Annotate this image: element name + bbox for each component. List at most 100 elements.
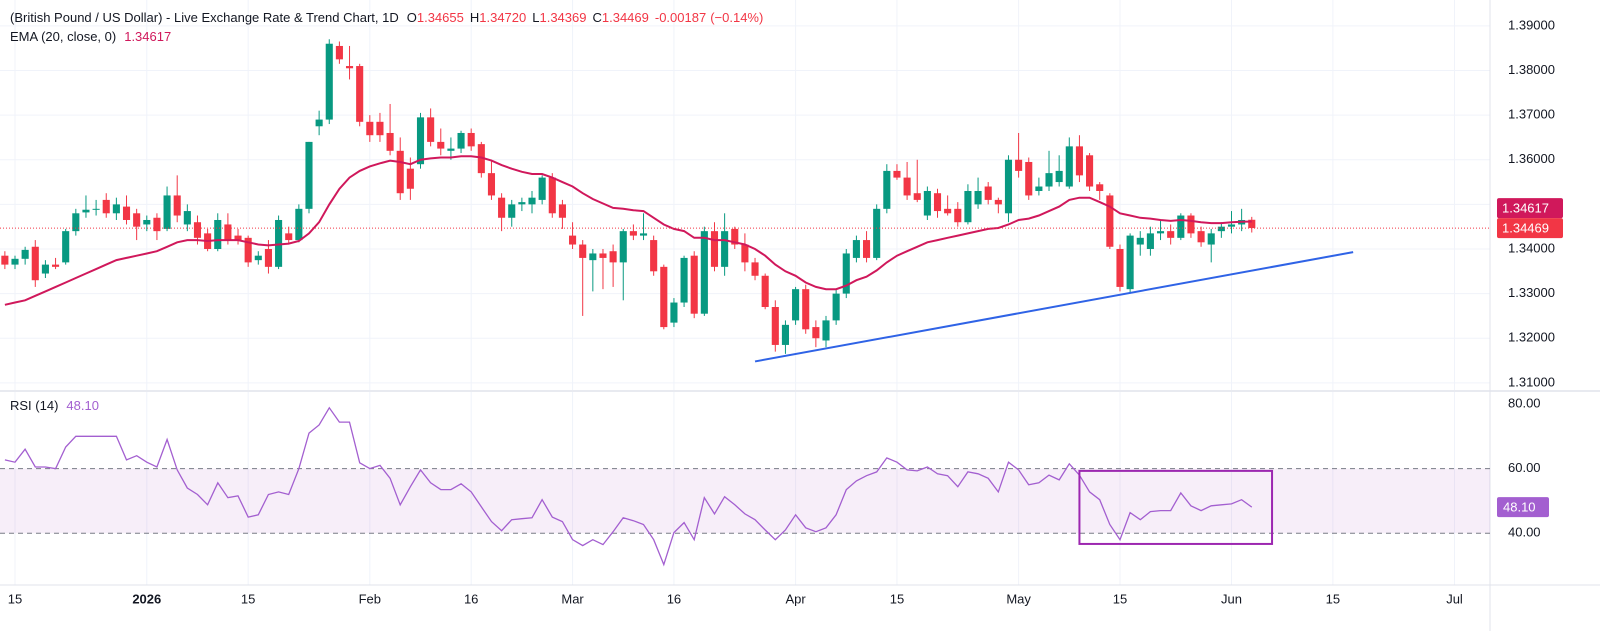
x-tick-label: May	[1006, 591, 1031, 606]
candle-body	[1207, 233, 1215, 245]
candle-body	[629, 231, 637, 236]
candle-body	[639, 233, 648, 236]
x-tick-label: 16	[667, 591, 681, 606]
candle-body	[315, 119, 323, 127]
candle-body	[741, 244, 749, 263]
candle-body	[31, 246, 39, 281]
candle-body	[264, 248, 272, 267]
candle-body	[812, 327, 820, 339]
ema-value: 1.34617	[124, 29, 171, 44]
candle-body	[386, 132, 394, 151]
candle-body	[295, 208, 303, 241]
rsi-line	[4, 406, 1253, 567]
candle-body	[508, 204, 516, 218]
candle-body	[944, 208, 952, 214]
candle-body	[406, 168, 414, 189]
candle-body	[619, 231, 627, 263]
y-tick-label: 1.32000	[1508, 330, 1555, 345]
candle-body	[731, 228, 739, 245]
candle-body	[437, 141, 445, 149]
candle-body	[427, 117, 435, 142]
rsi-tick-label: 40.00	[1508, 525, 1541, 540]
candle-body	[913, 193, 921, 200]
candle-body	[933, 193, 942, 212]
candle-body	[923, 190, 931, 216]
candle-body	[1106, 195, 1114, 247]
rsi-badge	[1497, 497, 1549, 518]
ohlc-legend: (British Pound / US Dollar) - Live Excha…	[10, 10, 763, 25]
rsi-tick-label: 80.00	[1508, 395, 1541, 410]
ema-badge	[1497, 198, 1563, 219]
candle-body	[11, 258, 19, 265]
rsi-band	[0, 468, 1490, 534]
candle-body	[275, 219, 283, 267]
candle-body	[1248, 219, 1256, 229]
candle-body	[214, 219, 222, 249]
candle-body	[366, 121, 374, 136]
ohlc-label: L	[532, 10, 539, 25]
ohlc-value: 1.34469	[602, 10, 649, 25]
candle-body	[376, 121, 384, 136]
rsi-tick-label: 60.00	[1508, 460, 1541, 475]
rsi-legend: RSI (14) 48.10	[10, 398, 99, 413]
candle-body	[589, 253, 597, 261]
trendline	[754, 251, 1354, 363]
candle-body	[528, 197, 536, 205]
y-tick-label: 1.38000	[1508, 62, 1555, 77]
candle-body	[467, 132, 475, 147]
ohlc-label: O	[407, 10, 417, 25]
candle-body	[538, 177, 546, 200]
x-tick-label: 15	[890, 591, 904, 606]
rsi-value: 48.10	[66, 398, 99, 413]
candle-body	[1156, 231, 1165, 234]
candle-body	[1025, 161, 1033, 196]
x-tick-label: Jul	[1446, 591, 1463, 606]
candle-body	[1055, 170, 1063, 183]
candle-body	[599, 253, 607, 258]
price-badge	[1497, 218, 1563, 239]
candle-body	[974, 190, 982, 205]
candle-body	[224, 224, 232, 241]
candle-body	[193, 222, 202, 238]
candle-body	[487, 173, 496, 196]
candle-body	[873, 208, 881, 258]
candle-body	[650, 240, 658, 272]
candle-body	[761, 275, 769, 308]
candle-body	[670, 302, 678, 323]
candle-body	[832, 293, 840, 321]
rsi-name: RSI (14)	[10, 398, 58, 413]
candle-body	[579, 244, 587, 258]
candle-body	[1227, 224, 1236, 227]
candle-body	[143, 219, 151, 225]
x-tick-label: 16	[464, 591, 478, 606]
candle-body	[173, 195, 181, 216]
y-tick-label: 1.36000	[1508, 151, 1555, 166]
candle-body	[751, 262, 759, 276]
candle-body	[1197, 231, 1205, 243]
candle-body	[1015, 159, 1023, 171]
candle-body	[122, 206, 131, 220]
candle-body	[690, 255, 698, 314]
candle-body	[1187, 215, 1195, 234]
candle-body	[254, 255, 262, 261]
candle-body	[771, 307, 779, 345]
candle-body	[498, 197, 506, 218]
candle-body	[518, 202, 526, 205]
candle-body	[21, 249, 29, 259]
candle-body	[102, 199, 110, 214]
candle-body	[1045, 173, 1053, 187]
candle-body	[710, 231, 719, 267]
x-tick-label: 15	[8, 591, 22, 606]
candle-body	[1217, 226, 1225, 232]
x-tick-label: Mar	[561, 591, 584, 606]
candle-body	[244, 237, 252, 263]
candle-body	[1075, 146, 1083, 176]
y-tick-label: 1.33000	[1508, 285, 1555, 300]
candle-body	[680, 257, 688, 303]
rsi-badge-label: 48.10	[1503, 500, 1536, 515]
candle-body	[345, 66, 354, 69]
x-tick-label: 15	[1113, 591, 1127, 606]
candle-body	[416, 117, 425, 165]
